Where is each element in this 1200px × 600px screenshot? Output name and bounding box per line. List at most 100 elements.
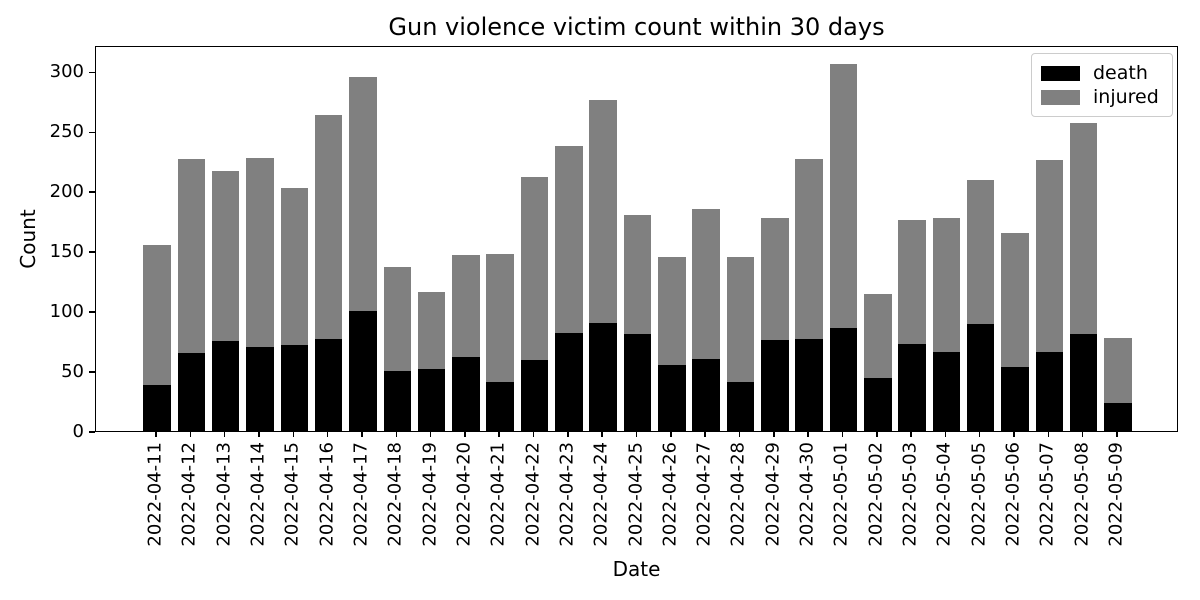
x-tick-mark — [1013, 432, 1015, 437]
bar-injured — [761, 217, 789, 340]
y-tick-label: 150 — [49, 241, 84, 263]
bar-death — [555, 332, 583, 431]
x-tick-label: 2022-04-15 — [281, 442, 303, 547]
bar-death — [966, 324, 995, 431]
bar-injured — [349, 77, 377, 312]
legend-swatch-injured — [1041, 89, 1080, 105]
x-tick-label: 2022-04-12 — [178, 442, 200, 547]
bar-injured — [692, 209, 720, 360]
x-tick-label: 2022-04-22 — [522, 442, 544, 547]
x-tick-label: 2022-04-17 — [350, 442, 372, 547]
x-tick-label: 2022-05-04 — [934, 442, 956, 547]
x-tick-label: 2022-04-13 — [213, 442, 235, 547]
x-tick-mark — [1047, 432, 1050, 437]
bar-injured — [143, 245, 171, 386]
bar-injured — [795, 158, 823, 339]
x-tick-mark — [841, 432, 844, 437]
x-tick-label: 2022-04-14 — [247, 442, 269, 547]
bar-injured — [246, 157, 274, 348]
x-tick-label: 2022-04-18 — [384, 442, 406, 547]
bar-death — [452, 356, 480, 431]
x-tick-label: 2022-04-26 — [659, 442, 681, 547]
x-tick-mark — [567, 432, 569, 437]
x-tick-label: 2022-05-06 — [1002, 442, 1024, 547]
bar-death — [1035, 351, 1064, 431]
bar-death — [1104, 403, 1132, 431]
bar-injured — [966, 180, 995, 325]
bar-injured — [932, 217, 961, 352]
y-tick-mark — [89, 191, 95, 193]
bar-injured — [829, 64, 858, 328]
bar-death — [143, 385, 171, 431]
x-tick-mark — [258, 432, 260, 437]
bar-injured — [658, 257, 686, 366]
x-tick-mark — [876, 432, 878, 437]
bar-injured — [864, 294, 892, 379]
bar-death — [177, 353, 206, 431]
y-tick-mark — [89, 131, 95, 134]
bar-injured — [417, 291, 446, 369]
bar-death — [692, 359, 720, 431]
bar-injured — [589, 100, 617, 324]
bar-death — [486, 381, 514, 431]
bar-death — [280, 344, 309, 431]
x-tick-label: 2022-04-21 — [487, 442, 509, 547]
bar-death — [349, 311, 377, 431]
x-tick-mark — [155, 432, 157, 437]
bar-injured — [211, 170, 240, 342]
y-tick-label: 100 — [49, 301, 84, 323]
legend: death injured — [1031, 53, 1173, 117]
bar-injured — [555, 145, 583, 333]
bar-death — [761, 339, 789, 431]
bar-injured — [1104, 337, 1132, 404]
x-tick-mark — [395, 432, 397, 437]
legend-entry-injured: injured — [1041, 85, 1172, 109]
y-tick-label: 250 — [49, 121, 84, 143]
bar-injured — [486, 253, 514, 382]
x-tick-mark — [944, 432, 947, 437]
x-tick-mark — [292, 432, 295, 437]
bar-death — [623, 333, 652, 431]
x-tick-label: 2022-04-19 — [419, 442, 441, 547]
bar-death — [589, 323, 617, 431]
bar-death — [314, 338, 343, 431]
bar-injured — [280, 187, 309, 345]
y-tick-mark — [89, 371, 95, 373]
x-tick-mark — [1116, 432, 1118, 437]
bar-death — [246, 347, 274, 431]
bar-injured — [383, 266, 411, 372]
x-tick-mark — [498, 432, 500, 437]
bar-death — [383, 371, 411, 431]
x-tick-mark — [223, 432, 226, 437]
y-tick-label: 300 — [49, 61, 84, 83]
x-tick-mark — [464, 432, 466, 437]
bar-death — [520, 360, 549, 431]
bar-injured — [314, 114, 343, 339]
x-tick-mark — [910, 432, 912, 437]
bar-injured — [1001, 233, 1029, 368]
y-tick-mark — [89, 251, 95, 253]
x-tick-mark — [773, 432, 775, 437]
x-tick-mark — [326, 432, 329, 437]
bar-injured — [520, 176, 549, 361]
legend-label-injured: injured — [1093, 86, 1159, 108]
x-tick-mark — [738, 432, 741, 437]
x-tick-label: 2022-05-05 — [968, 442, 990, 547]
x-tick-label: 2022-04-20 — [453, 442, 475, 547]
x-tick-mark — [1081, 432, 1084, 437]
x-tick-mark — [635, 432, 638, 437]
legend-label-death: death — [1093, 62, 1148, 84]
bar-injured — [452, 254, 480, 357]
bar-death — [898, 343, 926, 431]
x-tick-mark — [978, 432, 981, 437]
x-tick-label: 2022-04-27 — [693, 442, 715, 547]
x-tick-label: 2022-04-24 — [590, 442, 612, 547]
bar-death — [1001, 367, 1029, 431]
bar-death — [795, 338, 823, 431]
bar-death — [211, 341, 240, 431]
bar-death — [726, 381, 755, 431]
bar-injured — [1035, 160, 1064, 352]
bar-injured — [726, 257, 755, 382]
x-tick-mark — [670, 432, 672, 437]
legend-entry-death: death — [1041, 61, 1172, 85]
